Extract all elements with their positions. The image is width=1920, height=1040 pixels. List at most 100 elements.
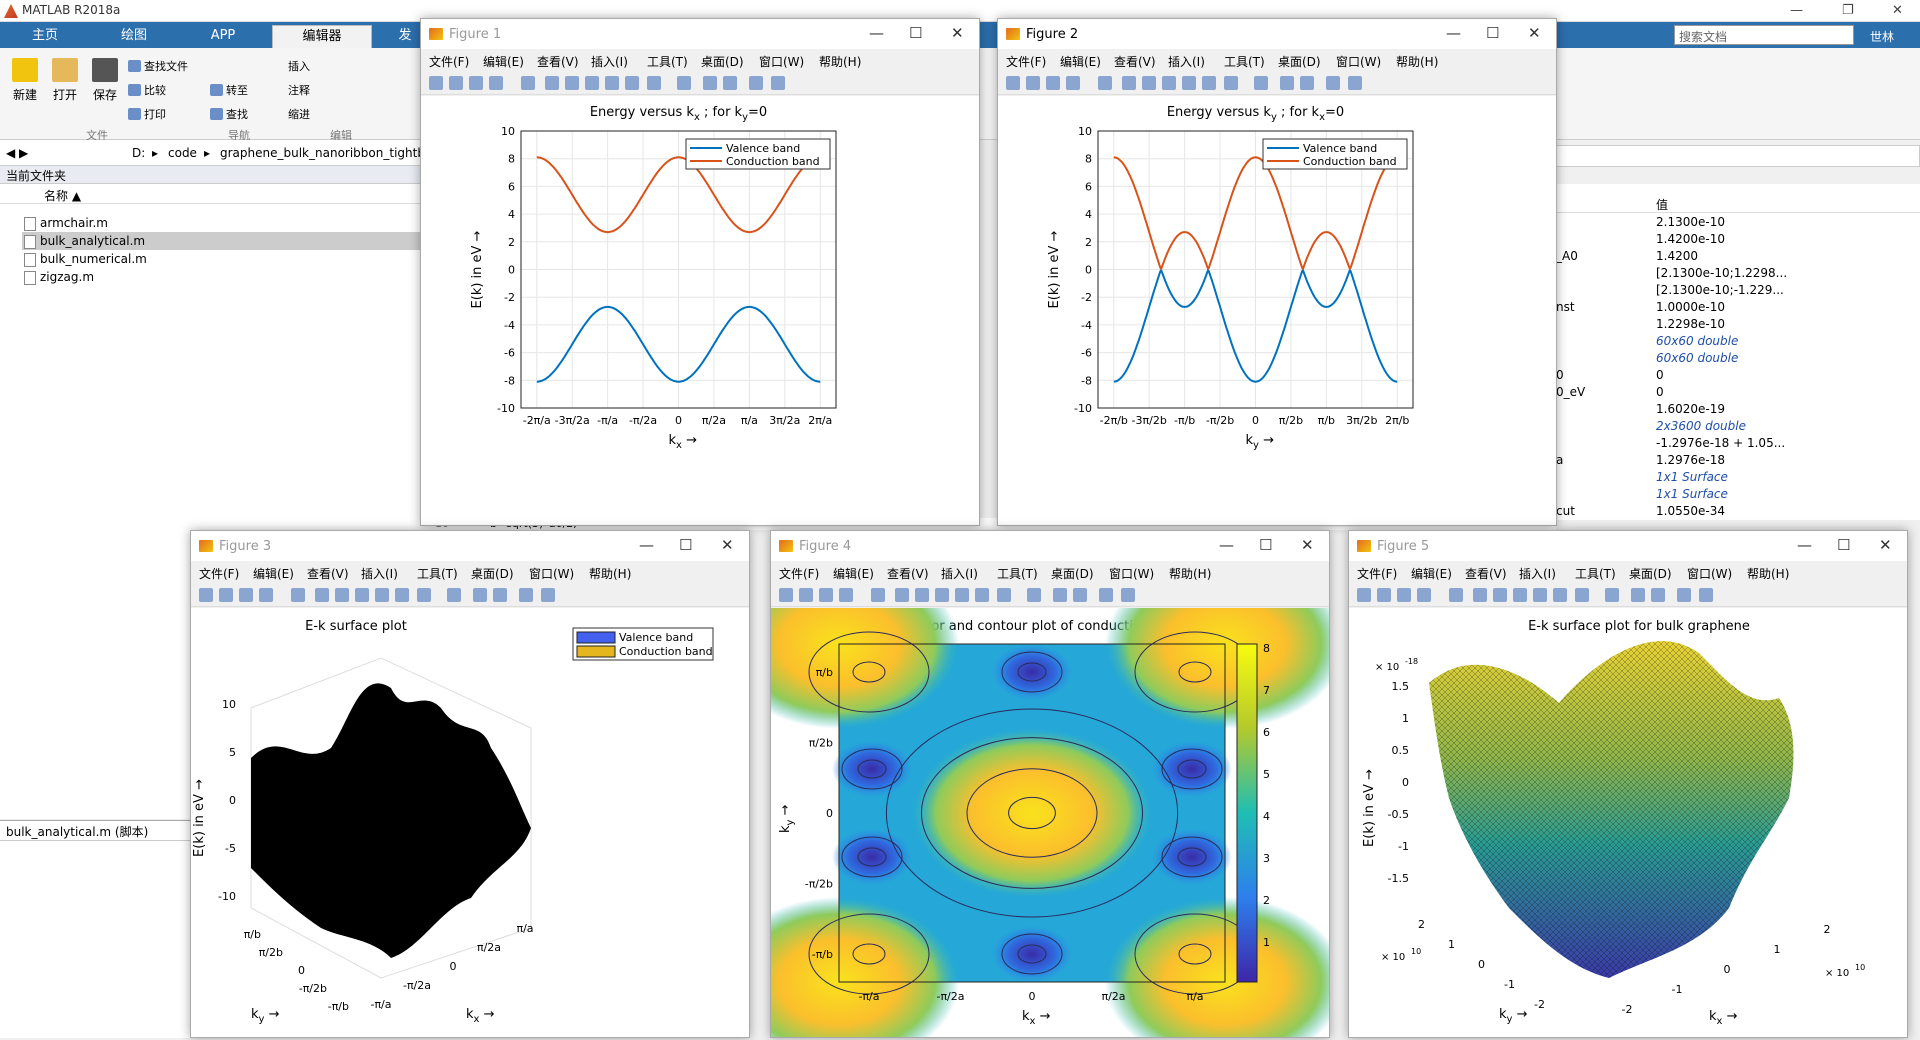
figure-window-4[interactable]: Figure 4 — ☐ ✕ 文件(F) 编辑(E) 查看(V) 插入(I) 工具(T) 桌面(D…	[719, 530, 1345, 1040]
restore-icon[interactable]: ❐	[1842, 3, 1854, 18]
toolbar-tool-icon[interactable]	[1099, 588, 1113, 602]
toolbar-tool-icon[interactable]	[199, 588, 213, 602]
toolbar-tool-icon[interactable]	[1254, 76, 1268, 90]
menu-item[interactable]: 工具(T)	[997, 567, 1038, 581]
toolbar-tool-icon[interactable]	[545, 76, 559, 90]
toolbar-tool-icon[interactable]	[975, 588, 989, 602]
menu-item[interactable]: 编辑(E)	[1411, 567, 1452, 581]
table-row[interactable]: 1x1 Surface	[1656, 487, 1728, 501]
list-item[interactable]: armchair.m	[22, 214, 420, 232]
toolbar-tool-icon[interactable]	[417, 588, 431, 602]
toolbar-tool-icon[interactable]	[935, 588, 949, 602]
toolbar-tool-icon[interactable]	[677, 76, 691, 90]
table-row[interactable]: 1.2298e-10	[1656, 317, 1725, 331]
toolbar-tool-icon[interactable]	[1224, 76, 1238, 90]
toolbar-tool-icon[interactable]	[1053, 588, 1067, 602]
insert-button[interactable]: 插入	[288, 60, 310, 73]
toolbar-tool-icon[interactable]	[1326, 76, 1340, 90]
save-button[interactable]: 保存	[88, 58, 122, 103]
toolbar-tool-icon[interactable]	[1122, 76, 1136, 90]
toolbar-tool-icon[interactable]	[1533, 588, 1547, 602]
menu-item[interactable]: 工具(T)	[417, 567, 458, 581]
menu-item[interactable]: 帮助(H)	[1396, 55, 1439, 69]
menu-item[interactable]: 查看(V)	[1465, 567, 1507, 581]
toolbar-tool-icon[interactable]	[335, 588, 349, 602]
menu-item[interactable]: 编辑(E)	[833, 567, 874, 581]
goto-button[interactable]: 转至	[210, 82, 248, 98]
figure-window-1[interactable]: Figure 1 — ☐ ✕ 文件(F) 编辑(E) 查看(V) 插入(I) 工具(T) 桌面(D…	[420, 18, 980, 526]
toolbar-tool-icon[interactable]	[1493, 588, 1507, 602]
column-name[interactable]: 名称 ▲	[44, 189, 82, 203]
find-files-button[interactable]: 查找文件	[128, 58, 188, 74]
address-seg-folder[interactable]: graphene_bulk_nanoribbon_tightbi	[220, 146, 429, 160]
menu-item[interactable]: 窗口(W)	[1109, 567, 1155, 581]
menu-item[interactable]: 插入(I)	[1168, 55, 1205, 69]
menu-item[interactable]: 插入(I)	[361, 567, 398, 581]
menu-item[interactable]: 编辑(E)	[483, 55, 524, 69]
toolbar-tool-icon[interactable]	[1162, 76, 1176, 90]
list-item[interactable]: bulk_numerical.m	[22, 250, 420, 268]
figure-titlebar[interactable]: Figure 1 — ☐ ✕	[421, 19, 979, 49]
toolbar-tool-icon[interactable]	[1699, 588, 1713, 602]
close-icon[interactable]: ✕	[1879, 536, 1892, 554]
menu-item[interactable]: 文件(F)	[1006, 55, 1047, 69]
toolbar-tool-icon[interactable]	[771, 76, 785, 90]
menu-item[interactable]: 帮助(H)	[1169, 567, 1212, 581]
table-row[interactable]: _A0 1.4200	[1556, 249, 1698, 263]
user-account[interactable]: 世林	[1870, 30, 1895, 44]
table-row[interactable]: cut 1.0550e-34	[1556, 504, 1725, 518]
tab-publish[interactable]: 发	[398, 28, 412, 43]
menu-item[interactable]: 查看(V)	[887, 567, 929, 581]
address-seg-code[interactable]: code	[168, 146, 197, 160]
toolbar-tool-icon[interactable]	[1066, 76, 1080, 90]
toolbar-tool-icon[interactable]	[1202, 76, 1216, 90]
indent-button[interactable]: 缩进	[288, 108, 310, 121]
toolbar-tool-icon[interactable]	[1026, 76, 1040, 90]
toolbar-tool-icon[interactable]	[1357, 588, 1371, 602]
menu-item[interactable]: 编辑(E)	[1060, 55, 1101, 69]
toolbar-tool-icon[interactable]	[895, 588, 909, 602]
tab-home[interactable]: 主页	[31, 28, 58, 43]
toolbar-tool-icon[interactable]	[493, 588, 507, 602]
figure-window-3[interactable]: Figure 3 — ☐ ✕ 文件(F) 编辑(E) 查看(V) 插入(I) 工具(T) 桌面(D…	[190, 530, 750, 1038]
close-icon[interactable]: ✕	[1301, 536, 1314, 554]
figure-titlebar[interactable]: Figure 2 — ☐ ✕	[998, 19, 1556, 49]
figure-window-2[interactable]: Figure 2 — ☐ ✕ 文件(F) 编辑(E) 查看(V) 插入(I) 工具(T) 桌面(D…	[997, 18, 1557, 526]
menu-item[interactable]: 桌面(D)	[1051, 567, 1094, 581]
menu-item[interactable]: 窗口(W)	[1687, 567, 1733, 581]
toolbar-tool-icon[interactable]	[565, 76, 579, 90]
toolbar-tool-icon[interactable]	[1121, 588, 1135, 602]
workspace-address[interactable]	[1556, 145, 1920, 167]
toolbar-tool-icon[interactable]	[355, 588, 369, 602]
toolbar-tool-icon[interactable]	[1651, 588, 1665, 602]
toolbar-tool-icon[interactable]	[489, 76, 503, 90]
print-button[interactable]: 打印	[128, 106, 166, 122]
back-arrow-icon[interactable]: ◀ ▶	[6, 146, 29, 160]
list-item[interactable]: bulk_analytical.m	[22, 232, 420, 250]
address-bar[interactable]: ◀ ▶ D: ▸ code ▸ graphene_bulk_nanoribbon…	[0, 140, 428, 166]
toolbar-tool-icon[interactable]	[395, 588, 409, 602]
toolbar-tool-icon[interactable]	[375, 588, 389, 602]
minimize-icon[interactable]: —	[1446, 24, 1461, 42]
find-button[interactable]: 查找	[210, 106, 248, 122]
menu-item[interactable]: 桌面(D)	[471, 567, 514, 581]
figure-titlebar[interactable]: Figure 5 — ☐ ✕	[1349, 531, 1907, 561]
table-row[interactable]: 60x60 double	[1656, 351, 1739, 365]
toolbar-tool-icon[interactable]	[1417, 588, 1431, 602]
tab-plots[interactable]: 绘图	[120, 28, 147, 43]
toolbar-tool-icon[interactable]	[521, 76, 535, 90]
menu-item[interactable]: 窗口(W)	[529, 567, 575, 581]
toolbar-tool-icon[interactable]	[469, 76, 483, 90]
toolbar-tool-icon[interactable]	[1449, 588, 1463, 602]
menu-item[interactable]: 帮助(H)	[589, 567, 632, 581]
close-icon[interactable]: ✕	[951, 24, 964, 42]
menu-item[interactable]: 查看(V)	[1114, 55, 1156, 69]
toolbar-tool-icon[interactable]	[447, 588, 461, 602]
table-row[interactable]: nst 1.0000e-10	[1556, 300, 1725, 314]
menu-item[interactable]: 桌面(D)	[701, 55, 744, 69]
toolbar-tool-icon[interactable]	[473, 588, 487, 602]
toolbar-tool-icon[interactable]	[259, 588, 273, 602]
toolbar-tool-icon[interactable]	[429, 76, 443, 90]
compare-button[interactable]: 比较	[128, 82, 166, 98]
table-row[interactable]: 0_eV 0	[1556, 385, 1664, 399]
